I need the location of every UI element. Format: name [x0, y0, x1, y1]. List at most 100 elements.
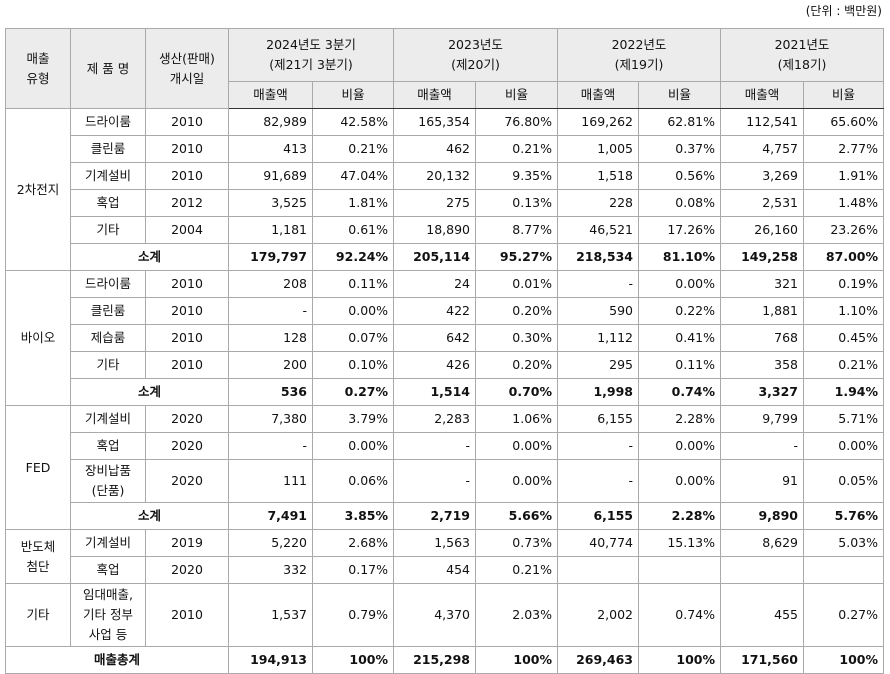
value-cell: 1,881 [720, 297, 804, 325]
data-row: 기타 2004 1,181 0.61% 18,890 8.77% 46,521 17.26% 2… [6, 216, 884, 244]
total-row: 매출총계 194,913 100% 215,298 100% 269,463 100% 171… [5, 646, 884, 674]
value-cell: 3,327 [720, 378, 804, 406]
value-cell: 0.20% [475, 297, 558, 325]
value-cell: 454 [393, 556, 476, 584]
sales-type: 바이오 [5, 270, 71, 406]
value-cell: - [228, 432, 313, 460]
data-row: 클린룸 2010 413 0.21% 462 0.21% 1,005 0.37% 4,757 2.… [6, 135, 884, 163]
start-year: 2010 [145, 270, 229, 298]
product-name: 기계설비 [70, 162, 146, 190]
sub-header: 비율 [312, 81, 394, 109]
value-cell: 179,797 [228, 243, 313, 271]
value-cell: 91 [720, 459, 804, 503]
value-cell: 65.60% [803, 108, 884, 136]
value-cell: 9,890 [720, 502, 804, 530]
start-year: 2020 [145, 459, 229, 503]
sub-header: 매출액 [557, 81, 639, 109]
value-cell: 0.17% [312, 556, 394, 584]
value-cell: 0.00% [638, 432, 721, 460]
data-row: FED 기계설비 2020 7,380 3.79% 2,283 1.06% 6,155 2.28… [5, 405, 884, 530]
value-cell: 1,563 [393, 529, 476, 557]
header-row: 매출 유형 제 품 명 생산(판매) 개시일 2024년도 3분기 (제21기 3분기… [5, 28, 884, 109]
value-cell: 9.35% [475, 162, 558, 190]
value-cell: 2,283 [393, 405, 476, 433]
value-cell: 0.07% [312, 324, 394, 352]
product-name: 기계설비 [70, 529, 146, 557]
value-cell: 171,560 [720, 646, 804, 674]
value-cell: 3.85% [312, 502, 394, 530]
value-cell: 0.21% [475, 135, 558, 163]
value-cell: 8.77% [475, 216, 558, 244]
value-cell: 95.27% [475, 243, 558, 271]
sub-header: 비율 [638, 81, 721, 109]
start-year: 2010 [145, 135, 229, 163]
start-year: 2010 [145, 108, 229, 136]
value-cell: - [228, 297, 313, 325]
value-cell: 536 [228, 378, 313, 406]
value-cell: 413 [228, 135, 313, 163]
header-cell: 매출 유형 [5, 28, 71, 109]
header-cell: 제 품 명 [70, 28, 146, 109]
start-year: 2010 [145, 324, 229, 352]
product-name: 임대매출, 기타 정부 사업 등 [70, 583, 146, 647]
value-cell: 0.37% [638, 135, 721, 163]
value-cell: 3,269 [720, 162, 804, 190]
product-name: 제습룸 [70, 324, 146, 352]
value-cell: 462 [393, 135, 476, 163]
value-cell: 24 [393, 270, 476, 298]
value-cell: 0.20% [475, 351, 558, 379]
product-name: 혹업 [70, 556, 146, 584]
value-cell: 1,537 [228, 583, 313, 647]
product-name: 혹업 [70, 432, 146, 460]
subtotal-row: 소계 536 0.27% 1,514 0.70% 1,998 0.74% 3,327 1.94% [6, 378, 884, 406]
value-cell: 100% [475, 646, 558, 674]
value-cell: 0.61% [312, 216, 394, 244]
value-cell: 42.58% [312, 108, 394, 136]
sub-header: 매출액 [228, 81, 313, 109]
value-cell: 455 [720, 583, 804, 647]
value-cell: 76.80% [475, 108, 558, 136]
value-cell: 0.08% [638, 189, 721, 217]
start-year: 2010 [145, 162, 229, 190]
value-cell: 295 [557, 351, 639, 379]
value-cell: 2,002 [557, 583, 639, 647]
product-name: 장비납품 (단품) [70, 459, 146, 503]
data-row: 기타 임대매출, 기타 정부 사업 등 2010 1,537 0.79% 4,370 2.0… [5, 583, 884, 647]
value-cell: 0.21% [803, 351, 884, 379]
value-cell: 0.00% [475, 432, 558, 460]
value-cell: 0.00% [638, 459, 721, 503]
sales-table: 매출 유형 제 품 명 생산(판매) 개시일 2024년도 3분기 (제21기 3분기… [5, 28, 884, 674]
value-cell [638, 556, 721, 584]
value-cell: 2,719 [393, 502, 476, 530]
header-cell: 생산(판매) 개시일 [145, 28, 229, 109]
value-cell: 46,521 [557, 216, 639, 244]
value-cell: 92.24% [312, 243, 394, 271]
value-cell: 269,463 [557, 646, 639, 674]
data-row: 2차전지 드라이룸 2010 82,989 42.58% 165,354 76.80% 169… [5, 108, 884, 271]
start-year: 2010 [145, 351, 229, 379]
value-cell: 0.45% [803, 324, 884, 352]
value-cell: 111 [228, 459, 313, 503]
value-cell [557, 556, 639, 584]
value-cell: 100% [312, 646, 394, 674]
value-cell: 0.27% [803, 583, 884, 647]
value-cell: 200 [228, 351, 313, 379]
value-cell: 2.77% [803, 135, 884, 163]
data-row: 기타 2010 200 0.10% 426 0.20% 295 0.11% 358 0.21% [6, 351, 884, 379]
subtotal-row: 소계 179,797 92.24% 205,114 95.27% 218,534 81.10… [6, 243, 884, 271]
value-cell: 321 [720, 270, 804, 298]
value-cell: 0.19% [803, 270, 884, 298]
value-cell: - [557, 270, 639, 298]
start-year: 2020 [145, 556, 229, 584]
value-cell: 0.27% [312, 378, 394, 406]
sales-type: 2차전지 [5, 108, 71, 271]
value-cell: 590 [557, 297, 639, 325]
year-header: 2024년도 3분기 (제21기 3분기) [228, 28, 394, 82]
value-cell: 91,689 [228, 162, 313, 190]
product-name: 클린룸 [70, 297, 146, 325]
value-cell: 642 [393, 324, 476, 352]
data-row: 클린룸 2010-0.00% 422 0.20% 590 0.22% 1,881 1.10% [6, 297, 884, 325]
value-cell: 112,541 [720, 108, 804, 136]
value-cell: 1,005 [557, 135, 639, 163]
